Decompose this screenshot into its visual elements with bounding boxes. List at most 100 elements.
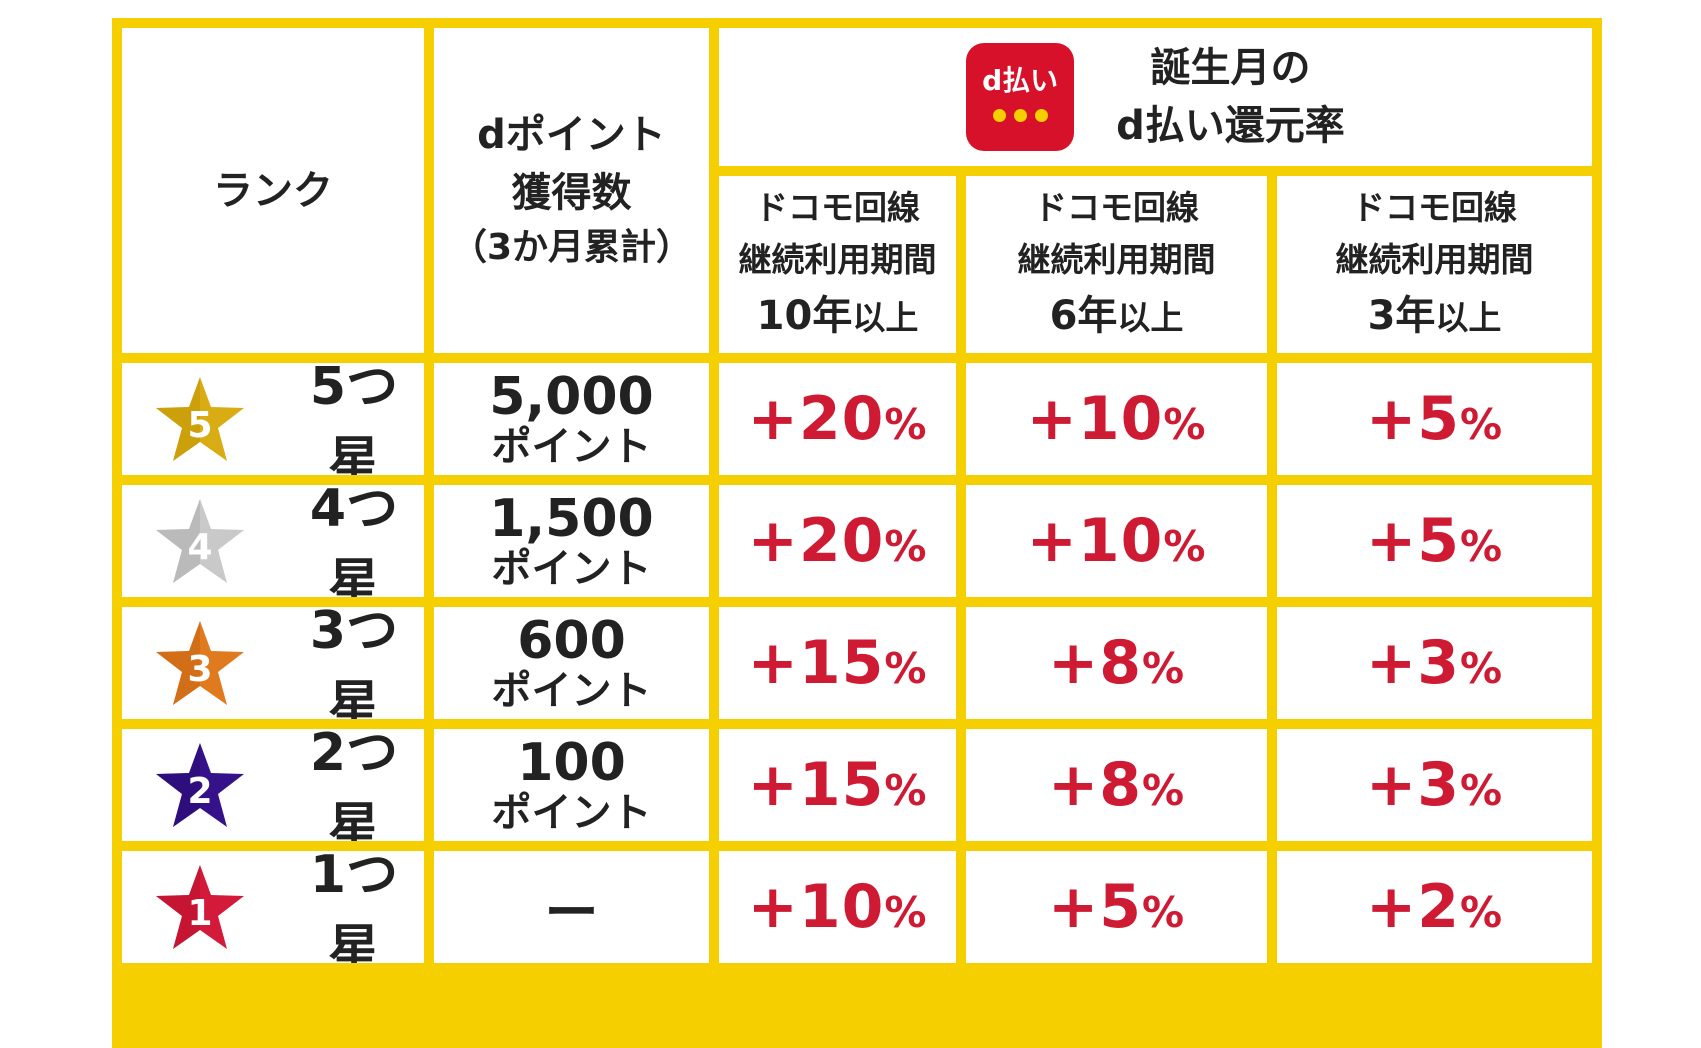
dpay-title-line-2: d払い還元率 <box>1116 103 1345 149</box>
percent-sign: % <box>884 888 928 937</box>
dpay-logo-dots <box>992 108 1048 122</box>
rate-number: +20 <box>747 384 885 454</box>
rate-value: +10% <box>1027 506 1207 576</box>
rate-number: +10 <box>1026 384 1164 454</box>
period-years-row: 10年以上 <box>739 285 937 347</box>
rate-value: +15% <box>748 628 928 698</box>
rank-table: ランク dポイント 獲得数 （3か月累計） d払い 誕生月の d払い還元率 ドコ… <box>112 18 1602 1048</box>
rate-number: +10 <box>747 872 885 942</box>
header-dpay-cell: d払い 誕生月の d払い還元率 <box>719 28 1592 166</box>
points-cell: 100 ポイント <box>434 729 709 841</box>
star-number: 1 <box>187 893 212 934</box>
star-icon: 3 <box>152 617 248 709</box>
header-points-cell: dポイント 獲得数 （3か月累計） <box>434 28 709 353</box>
header-rank-label: ランク <box>213 167 333 214</box>
period-text-10y: ドコモ回線 継続利用期間 10年以上 <box>739 182 937 346</box>
points-cell: 600 ポイント <box>434 607 709 719</box>
rate-value: +20% <box>748 506 928 576</box>
dpay-header: d払い 誕生月の d払い還元率 <box>966 39 1345 155</box>
dpay-logo: d払い <box>966 43 1075 151</box>
rate-cell: +5% <box>1277 485 1592 597</box>
rank-cell: 2 2つ星 <box>122 729 424 841</box>
rate-number: +5 <box>1365 384 1460 454</box>
period-suffix: 以上 <box>852 297 919 337</box>
points-value: 100 ポイント <box>492 737 652 833</box>
header-period-3y: ドコモ回線 継続利用期間 3年以上 <box>1277 176 1592 353</box>
rate-value: +20% <box>748 384 928 454</box>
period-line1: ドコモ回線 <box>1034 188 1199 228</box>
star-icon: 2 <box>152 739 248 831</box>
header-points-line-2: 獲得数 <box>511 170 632 217</box>
rank-label: 3つ星 <box>309 607 399 719</box>
period-line2: 継続利用期間 <box>1017 239 1216 279</box>
percent-sign: % <box>1141 888 1186 937</box>
rate-number: +20 <box>747 506 885 576</box>
percent-sign: % <box>884 644 928 693</box>
rate-cell: +10% <box>966 363 1267 475</box>
star-number: 3 <box>187 649 212 690</box>
dpay-logo-text: d払い <box>982 63 1059 97</box>
percent-sign: % <box>1141 644 1186 693</box>
header-points-line-3: （3か月累計） <box>450 227 693 269</box>
rate-cell: +3% <box>1277 729 1592 841</box>
star-number: 4 <box>187 527 212 568</box>
rate-cell: +3% <box>1277 607 1592 719</box>
rate-number: +8 <box>1047 750 1142 820</box>
points-number: 100 <box>517 733 626 793</box>
rate-value: +8% <box>1048 628 1185 698</box>
rank-cell: 4 4つ星 <box>122 485 424 597</box>
rank-cell: 5 5つ星 <box>122 363 424 475</box>
percent-sign: % <box>1459 644 1504 693</box>
rate-cell: +5% <box>1277 363 1592 475</box>
percent-sign: % <box>884 522 928 571</box>
percent-sign: % <box>1459 766 1504 815</box>
rank-label: 1つ星 <box>309 851 399 963</box>
period-years: 10年 <box>756 292 853 339</box>
rate-value: +10% <box>1027 384 1207 454</box>
period-years-row: 6年以上 <box>1018 285 1216 347</box>
percent-sign: % <box>1459 888 1504 937</box>
percent-sign: % <box>1141 766 1186 815</box>
points-cell: 5,000 ポイント <box>434 363 709 475</box>
rate-number: +3 <box>1365 750 1460 820</box>
period-years: 6年 <box>1049 292 1118 339</box>
rate-cell: +15% <box>719 607 956 719</box>
period-line2: 継続利用期間 <box>1335 239 1534 279</box>
header-points-text: dポイント 獲得数 （3か月累計） <box>451 106 692 274</box>
points-unit: ポイント <box>491 546 652 592</box>
points-unit: ポイント <box>491 668 652 714</box>
rate-value: +3% <box>1366 628 1503 698</box>
rate-number: +8 <box>1047 628 1142 698</box>
rate-value: +15% <box>748 750 928 820</box>
rate-cell: +10% <box>966 485 1267 597</box>
rate-number: +15 <box>747 750 885 820</box>
percent-sign: % <box>1163 400 1207 449</box>
rate-number: +10 <box>1026 506 1164 576</box>
points-unit: ポイント <box>491 424 652 470</box>
rate-cell: +2% <box>1277 851 1592 963</box>
points-number: 5,000 <box>489 367 654 427</box>
rate-value: +10% <box>748 872 928 942</box>
points-dash: ー <box>544 880 599 944</box>
rate-value: +5% <box>1048 872 1185 942</box>
rate-value: +5% <box>1366 384 1503 454</box>
rate-number: +3 <box>1365 628 1460 698</box>
rate-cell: +5% <box>966 851 1267 963</box>
points-number: 1,500 <box>489 489 654 549</box>
period-line1: ドコモ回線 <box>1352 188 1517 228</box>
rate-number: +2 <box>1365 872 1460 942</box>
period-years-row: 3年以上 <box>1336 285 1534 347</box>
rank-label: 4つ星 <box>309 485 399 597</box>
rate-number: +5 <box>1365 506 1460 576</box>
points-cell: 1,500 ポイント <box>434 485 709 597</box>
header-period-6y: ドコモ回線 継続利用期間 6年以上 <box>966 176 1267 353</box>
header-points-line-1: dポイント <box>477 112 666 159</box>
rate-cell: +20% <box>719 363 956 475</box>
points-unit: ポイント <box>491 790 652 836</box>
period-text-6y: ドコモ回線 継続利用期間 6年以上 <box>1018 182 1216 346</box>
points-cell: ー <box>434 851 709 963</box>
rate-cell: +8% <box>966 729 1267 841</box>
percent-sign: % <box>1459 400 1504 449</box>
period-years: 3年 <box>1367 292 1436 339</box>
rank-label: 5つ星 <box>309 363 399 475</box>
